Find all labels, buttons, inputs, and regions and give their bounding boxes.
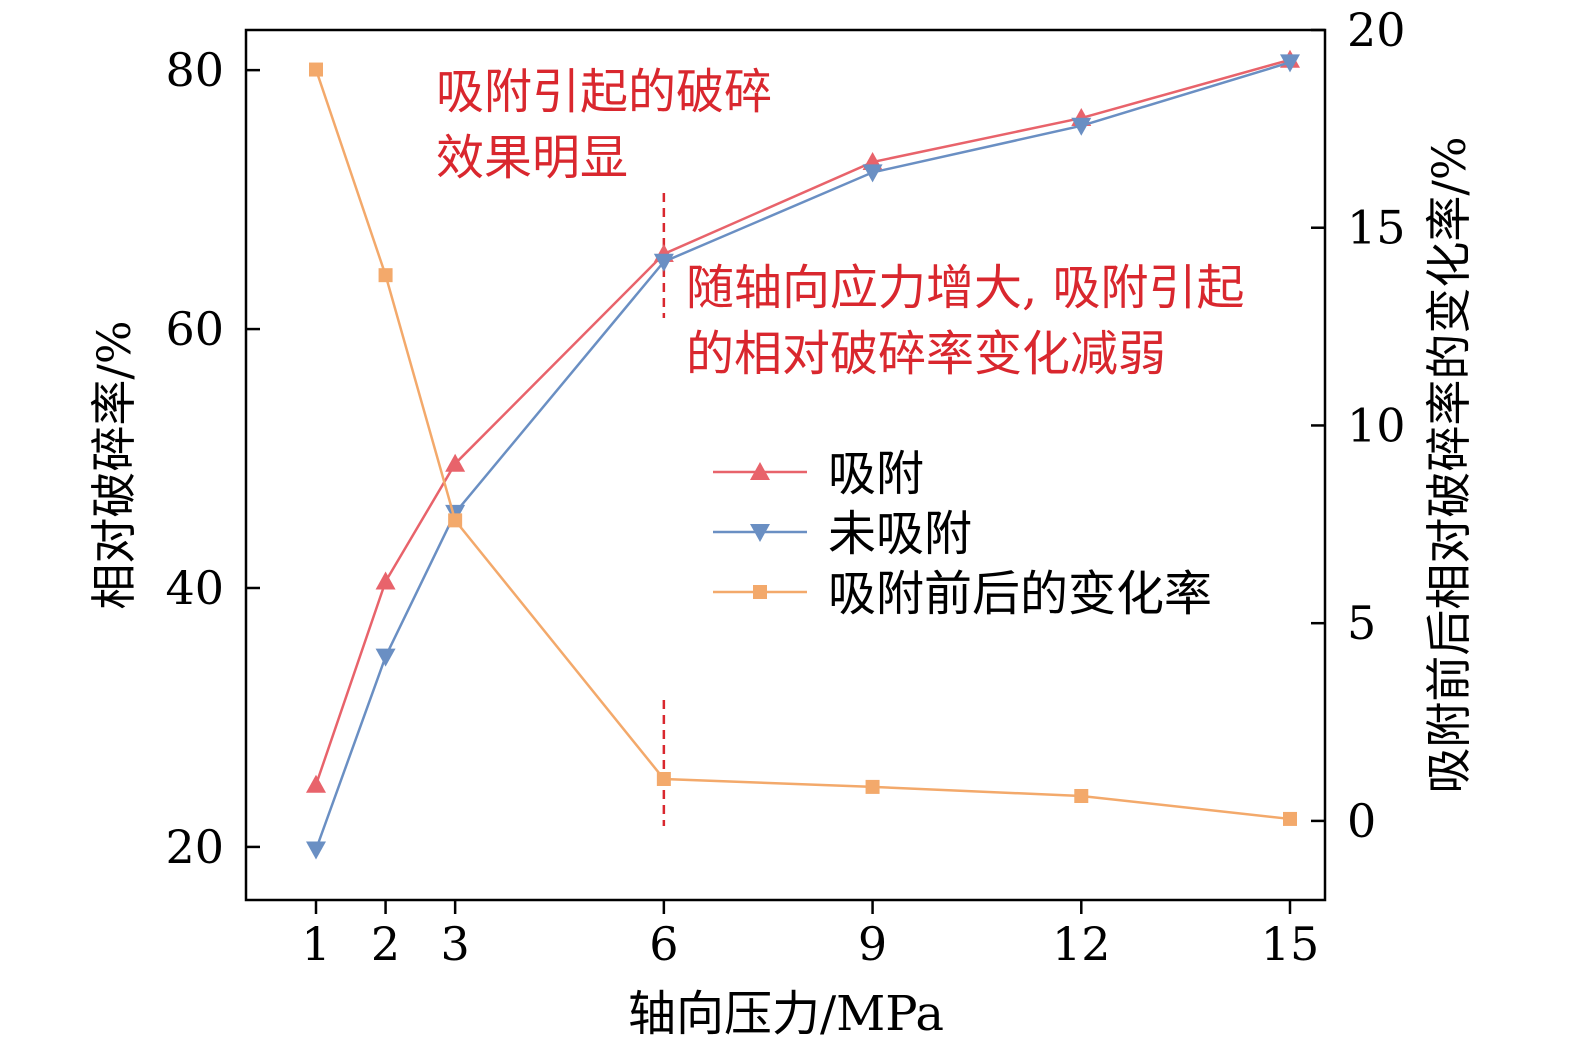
y-tick-label-right: 0	[1347, 794, 1376, 848]
y-axis-label: 相对破碎率/%	[87, 320, 141, 609]
data-point	[306, 774, 326, 793]
x-tick-label: 1	[301, 917, 330, 971]
x-tick-label: 12	[1052, 917, 1111, 971]
legend-marker	[750, 462, 770, 480]
x-tick-label: 2	[371, 917, 400, 971]
data-point	[653, 253, 674, 272]
x-tick-label: 9	[858, 917, 887, 971]
data-point	[448, 513, 463, 528]
y-tick-label-right: 15	[1347, 201, 1406, 255]
annotation-mid-line2: 的相对破碎率变化减弱	[686, 326, 1166, 382]
x-axis-label: 轴向压力/MPa	[628, 986, 944, 1042]
y-tick-label: 20	[165, 820, 224, 874]
legend-label: 吸附前后的变化率	[828, 566, 1212, 622]
data-point	[375, 648, 396, 667]
y-tick-label: 60	[165, 302, 224, 356]
x-tick-label: 15	[1261, 917, 1320, 971]
annotation-top-line2: 效果明显	[436, 130, 628, 186]
annotation-top-line1: 吸附引起的破碎	[436, 64, 772, 120]
legend-marker	[753, 585, 767, 599]
y-tick-label: 80	[165, 43, 224, 97]
y-tick-label-right: 5	[1347, 596, 1376, 650]
data-point	[862, 164, 883, 183]
data-point	[656, 771, 671, 786]
y-tick-label-right: 20	[1347, 3, 1406, 57]
data-point	[865, 779, 880, 794]
legend-label: 吸附	[828, 446, 924, 502]
data-point	[1283, 811, 1297, 826]
data-point	[1074, 788, 1089, 803]
plot-frame	[244, 28, 1327, 902]
y-axis-label-right: 吸附前后相对破碎率的变化率/%	[1422, 136, 1476, 793]
data-point	[306, 841, 326, 860]
data-point	[378, 268, 393, 283]
data-point	[1071, 117, 1092, 136]
annotations: 吸附引起的破碎 效果明显 随轴向应力增大, 吸附引起 的相对破碎率变化减弱	[436, 64, 1245, 382]
y-tick-label: 40	[165, 561, 224, 615]
x-tick-label: 3	[441, 917, 470, 971]
x-tick-label: 6	[649, 917, 678, 971]
legend-label: 未吸附	[828, 506, 972, 562]
data-point	[309, 62, 323, 77]
legend-marker	[750, 524, 770, 542]
series-square	[309, 62, 1297, 826]
data-point	[1280, 54, 1300, 73]
annotation-mid-line1: 随轴向应力增大, 吸附引起	[686, 260, 1245, 316]
data-point	[375, 571, 396, 590]
y-tick-label-right: 10	[1347, 398, 1406, 452]
data-point	[445, 453, 466, 472]
